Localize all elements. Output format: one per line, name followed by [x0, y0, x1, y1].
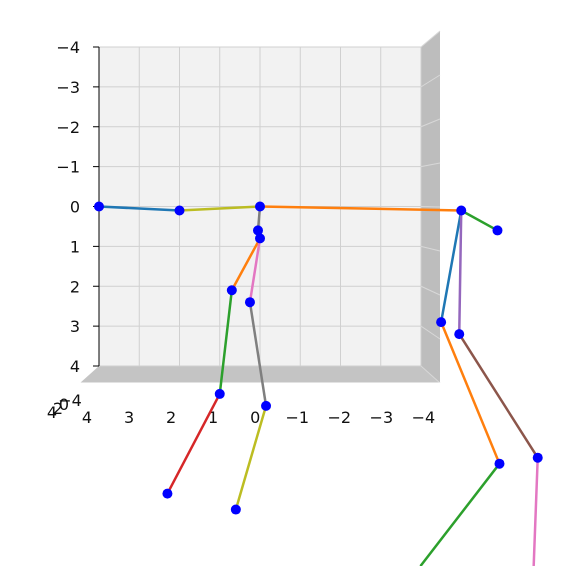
skeleton-bone — [230, 237, 262, 292]
x-tick-label: 0 — [250, 408, 260, 427]
x-tick-label: −4 — [412, 408, 436, 427]
z-tick-label: 3 — [70, 317, 80, 336]
joint-marker — [454, 329, 465, 340]
skeleton-bone — [166, 392, 221, 495]
joint-marker — [494, 458, 505, 469]
z-tick-label: −3 — [56, 78, 80, 97]
x-tick-label: −2 — [328, 408, 352, 427]
skeleton-bone — [460, 209, 499, 232]
joint-marker — [252, 225, 263, 236]
side-grid-line — [420, 365, 441, 384]
skeleton-bone — [234, 404, 268, 511]
skeleton-bone — [439, 320, 501, 465]
side-grid-line — [420, 325, 441, 340]
x-tick-label: 4 — [82, 408, 92, 427]
joint-marker — [214, 388, 225, 399]
x-tick-label: 1 — [208, 408, 218, 427]
z-tick-label: −2 — [56, 118, 80, 137]
joint-marker — [456, 205, 467, 216]
joint-marker — [261, 400, 272, 411]
skeleton-bone — [258, 205, 463, 212]
skeleton-bone — [218, 288, 234, 396]
skeleton-bone — [178, 205, 262, 212]
skeleton-bone — [248, 237, 262, 304]
joint-marker — [255, 233, 265, 244]
side-grid-line — [420, 245, 441, 252]
x-tick-label: 2 — [166, 408, 176, 427]
joint-marker — [174, 205, 185, 216]
z-tick-label: 0 — [70, 198, 80, 217]
z-tick-label: 1 — [70, 237, 80, 256]
depth-tick-label: 0 — [59, 395, 69, 414]
skeleton-bone — [532, 456, 539, 567]
z-tick-label: 4 — [70, 357, 80, 376]
skeleton-bone — [248, 300, 268, 408]
joint-marker — [532, 452, 543, 463]
joint-marker — [255, 201, 265, 212]
skeleton-bone — [97, 205, 181, 212]
depth-tick-label: −4 — [58, 391, 82, 410]
skeleton-bone — [419, 462, 501, 567]
skeleton-bone — [439, 209, 463, 324]
side-grid-line — [420, 74, 441, 88]
z-tick-label: −4 — [56, 38, 80, 57]
side-grid-line — [420, 118, 441, 128]
side-grid-line — [420, 285, 441, 296]
skeleton-bone — [457, 209, 463, 336]
side-grid-line — [420, 30, 441, 48]
x-tick-label: 3 — [124, 408, 134, 427]
joint-marker — [230, 504, 241, 515]
joint-marker — [244, 297, 255, 308]
z-tick-label: −1 — [56, 158, 80, 177]
side-grid-line — [420, 162, 441, 168]
x-tick-label: −3 — [370, 408, 394, 427]
x-tick-label: −1 — [285, 408, 309, 427]
depth-tick-label: 4 — [47, 403, 57, 422]
z-tick-label: 2 — [70, 277, 80, 296]
joint-marker — [436, 317, 447, 328]
joint-marker — [94, 201, 104, 212]
depth-tick-label: 2 — [53, 399, 63, 418]
joint-marker — [492, 225, 503, 236]
joint-marker — [162, 488, 173, 499]
skeleton-bone — [457, 332, 539, 459]
side-grid-line — [420, 206, 441, 208]
joint-marker — [226, 285, 237, 296]
